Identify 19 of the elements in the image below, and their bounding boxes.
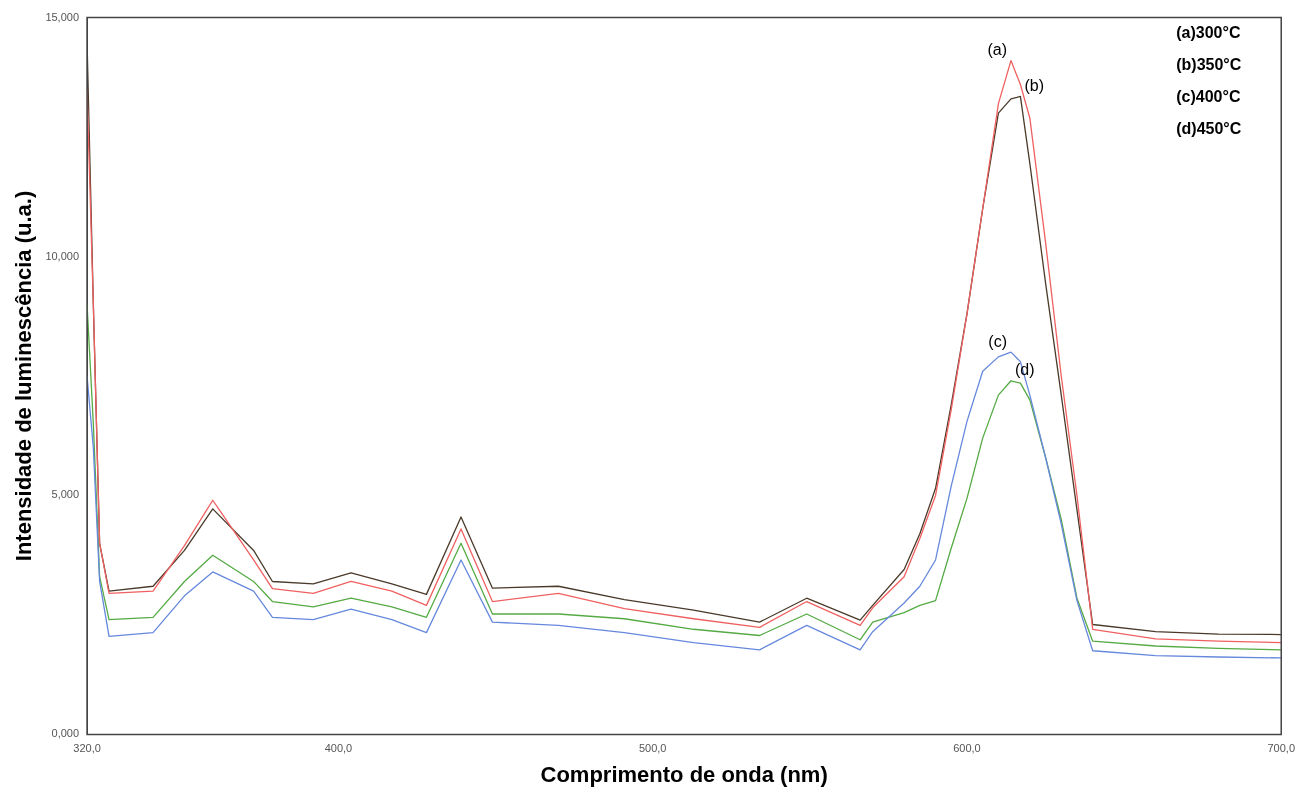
x-tick-label: 400,0 bbox=[324, 742, 353, 755]
x-axis-title: Comprimento de onda (nm) bbox=[540, 761, 828, 787]
annotation: (a)300°C bbox=[1176, 24, 1241, 42]
annotation: (c)400°C bbox=[1176, 88, 1241, 106]
y-tick-label: 15,000 bbox=[45, 10, 80, 23]
x-tick-label: 320,0 bbox=[73, 742, 101, 755]
series-label: (a) bbox=[987, 41, 1007, 59]
y-tick-label: 0,000 bbox=[51, 727, 80, 740]
series-label: (b) bbox=[1024, 76, 1044, 94]
y-tick-label: 10,000 bbox=[45, 249, 80, 262]
series-label: (d) bbox=[1014, 361, 1035, 379]
x-tick-label: 700,0 bbox=[1267, 742, 1295, 755]
y-tick-label: 5,000 bbox=[51, 488, 80, 501]
annotation: (d)450°C bbox=[1176, 120, 1242, 138]
x-tick-label: 500,0 bbox=[638, 742, 667, 755]
series-label: (c) bbox=[988, 332, 1007, 350]
y-axis-title: Intensidade de luminescência (u.a.) bbox=[11, 190, 37, 562]
annotation: (b)350°C bbox=[1176, 56, 1242, 74]
x-tick-label: 600,0 bbox=[953, 742, 981, 755]
